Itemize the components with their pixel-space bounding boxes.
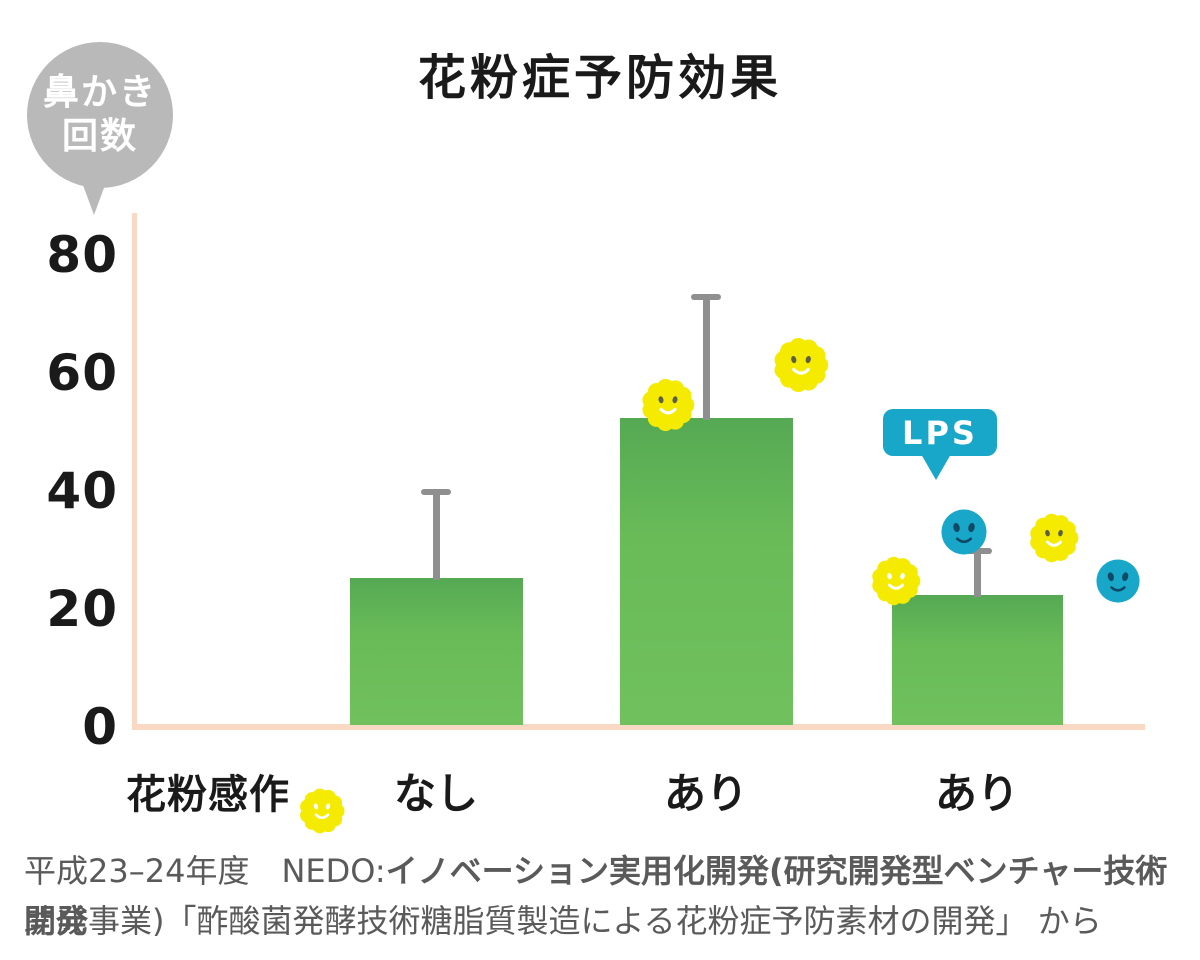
source-line1-bold: イノベーション実用化開発(研究開発型ベンチャー技術開発 [24, 852, 1168, 940]
pollen-flower-icon [743, 307, 801, 365]
y-axis-label-line1: 鼻かき [42, 72, 157, 113]
lps-callout-tail [921, 454, 951, 480]
error-bar-cap [421, 489, 451, 495]
chart-title: 花粉症予防効果 [417, 50, 782, 106]
error-bar-stem [973, 551, 981, 598]
error-bar-stem [702, 297, 710, 421]
bar-sensitized-lps [892, 595, 1063, 725]
x-axis-legend: 花粉感作 [126, 772, 290, 818]
y-tick-60: 60 [46, 344, 118, 402]
lps-smiley-icon [1072, 535, 1118, 581]
y-axis-label-line2: 回数 [61, 116, 138, 157]
y-axis-label: 鼻かき 回数 [43, 71, 157, 159]
source-line1-regular: 平成23–24年度 NEDO: [24, 852, 386, 890]
y-tick-0: 0 [82, 698, 118, 756]
pollen-flower-icon [844, 529, 896, 581]
error-bar-cap [962, 548, 992, 555]
x-axis [132, 724, 1145, 730]
error-bar-no-sensitization [421, 489, 451, 580]
lps-callout-bubble: LPS [883, 409, 997, 456]
x-label-nashi: なし [393, 769, 478, 818]
x-label-ari-1: あり [663, 769, 748, 818]
y-axis-label-bubble: 鼻かき 回数 [27, 42, 173, 188]
y-tick-20: 20 [46, 580, 118, 638]
lps-smiley-icon [916, 484, 964, 532]
y-tick-80: 80 [46, 226, 118, 284]
error-bar-sensitized [691, 294, 721, 421]
bar-sensitized [620, 418, 793, 725]
x-label-ari-2: あり [934, 769, 1019, 818]
pollen-flower-icon [1002, 486, 1054, 538]
error-bar-stem [432, 492, 440, 580]
y-axis [132, 213, 137, 729]
source-line-1: 平成23–24年度 NEDO:イノベーション実用化開発(研究開発型ベンチャー技術… [24, 846, 1184, 946]
error-bar-sensitized-lps [962, 548, 992, 598]
y-tick-40: 40 [46, 462, 118, 520]
source-line-2: 助成事業)「酢酸菌発酵技術糖脂質製造による花粉症予防素材の開発」 から [24, 902, 1102, 940]
pollen-flower-icon [274, 763, 322, 811]
pollen-flower-icon [612, 349, 668, 405]
error-bar-cap [691, 294, 721, 301]
bar-no-sensitization [350, 577, 523, 725]
